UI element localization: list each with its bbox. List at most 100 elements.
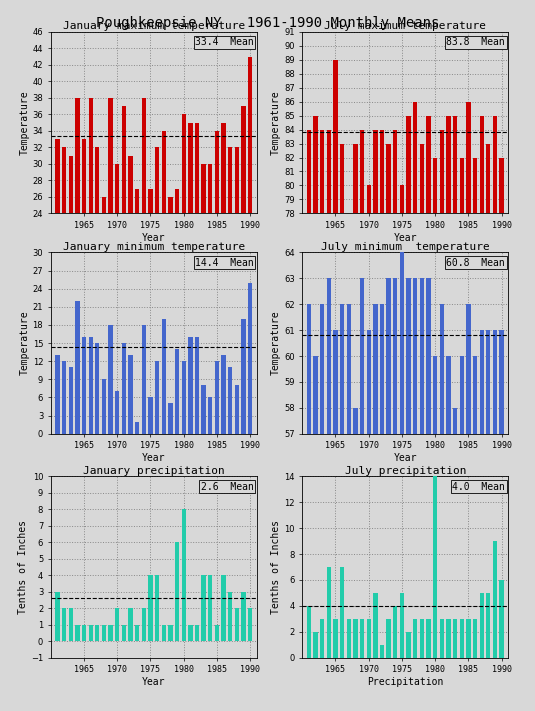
Title: July minimum  temperature: July minimum temperature [321, 242, 490, 252]
Bar [473, 158, 477, 711]
Bar [340, 567, 345, 658]
Bar [221, 122, 226, 411]
Bar [460, 619, 464, 658]
Bar [142, 98, 146, 411]
Bar [228, 147, 232, 411]
Bar [420, 619, 424, 658]
Text: 14.4  Mean: 14.4 Mean [195, 258, 254, 268]
Bar [169, 403, 173, 434]
Bar [320, 304, 324, 711]
Bar [380, 304, 384, 711]
Bar [148, 188, 152, 411]
Bar [128, 156, 133, 411]
X-axis label: Precipitation: Precipitation [367, 677, 444, 687]
Bar [241, 319, 246, 434]
Bar [142, 608, 146, 641]
Bar [386, 278, 391, 711]
Bar [366, 186, 371, 711]
Bar [373, 129, 378, 711]
Bar [88, 98, 93, 411]
Bar [228, 592, 232, 641]
Bar [188, 122, 193, 411]
Text: 60.8  Mean: 60.8 Mean [446, 258, 505, 268]
Bar [426, 278, 431, 711]
Bar [400, 252, 404, 711]
Bar [109, 625, 113, 641]
Bar [102, 380, 106, 434]
Bar [248, 57, 253, 411]
Bar [181, 361, 186, 434]
Bar [373, 304, 378, 711]
Bar [440, 619, 444, 658]
Bar [55, 355, 59, 434]
Bar [473, 619, 477, 658]
Bar [88, 625, 93, 641]
Bar [102, 625, 106, 641]
Bar [82, 625, 86, 641]
Bar [88, 337, 93, 434]
Bar [202, 164, 206, 411]
Bar [393, 606, 398, 658]
Bar [500, 158, 504, 711]
Bar [155, 147, 159, 411]
Bar [360, 129, 364, 711]
Bar [413, 278, 417, 711]
Bar [162, 131, 166, 411]
Text: 83.8  Mean: 83.8 Mean [446, 38, 505, 48]
X-axis label: Year: Year [142, 453, 165, 463]
Bar [307, 129, 311, 711]
Bar [307, 606, 311, 658]
X-axis label: Year: Year [142, 232, 165, 242]
Bar [407, 278, 411, 711]
Bar [353, 408, 357, 711]
Y-axis label: Temperature: Temperature [20, 311, 30, 375]
Bar [109, 325, 113, 434]
Bar [453, 619, 457, 658]
Title: January minimum temperature: January minimum temperature [63, 242, 245, 252]
Bar [235, 608, 239, 641]
Bar [188, 337, 193, 434]
Bar [340, 144, 345, 711]
Bar [82, 139, 86, 411]
Bar [486, 330, 491, 711]
Bar [420, 278, 424, 711]
Y-axis label: Tenths of Inches: Tenths of Inches [18, 520, 28, 614]
Bar [446, 619, 450, 658]
Bar [135, 422, 139, 434]
Bar [479, 116, 484, 711]
Bar [366, 330, 371, 711]
Bar [55, 592, 59, 641]
Bar [320, 129, 324, 711]
Bar [221, 355, 226, 434]
Bar [195, 337, 199, 434]
Bar [169, 197, 173, 411]
Bar [148, 397, 152, 434]
Bar [228, 367, 232, 434]
Bar [340, 304, 345, 711]
X-axis label: Year: Year [394, 232, 417, 242]
Bar [307, 304, 311, 711]
Text: Poughkeepsie NY   1961-1990 Monthly Means: Poughkeepsie NY 1961-1990 Monthly Means [96, 16, 439, 30]
Bar [407, 632, 411, 658]
Bar [241, 106, 246, 411]
Bar [314, 116, 318, 711]
X-axis label: Year: Year [394, 453, 417, 463]
Bar [333, 60, 338, 711]
Bar [479, 593, 484, 658]
Bar [248, 282, 253, 434]
Bar [142, 325, 146, 434]
Bar [195, 122, 199, 411]
Bar [215, 625, 219, 641]
Bar [122, 106, 126, 411]
Bar [75, 98, 80, 411]
Bar [446, 116, 450, 711]
Bar [122, 343, 126, 434]
Bar [400, 186, 404, 711]
Bar [433, 476, 437, 658]
Bar [215, 131, 219, 411]
Bar [433, 356, 437, 711]
Y-axis label: Tenths of Inches: Tenths of Inches [271, 520, 281, 614]
Text: 33.4  Mean: 33.4 Mean [195, 38, 254, 48]
Bar [366, 619, 371, 658]
Bar [181, 509, 186, 641]
